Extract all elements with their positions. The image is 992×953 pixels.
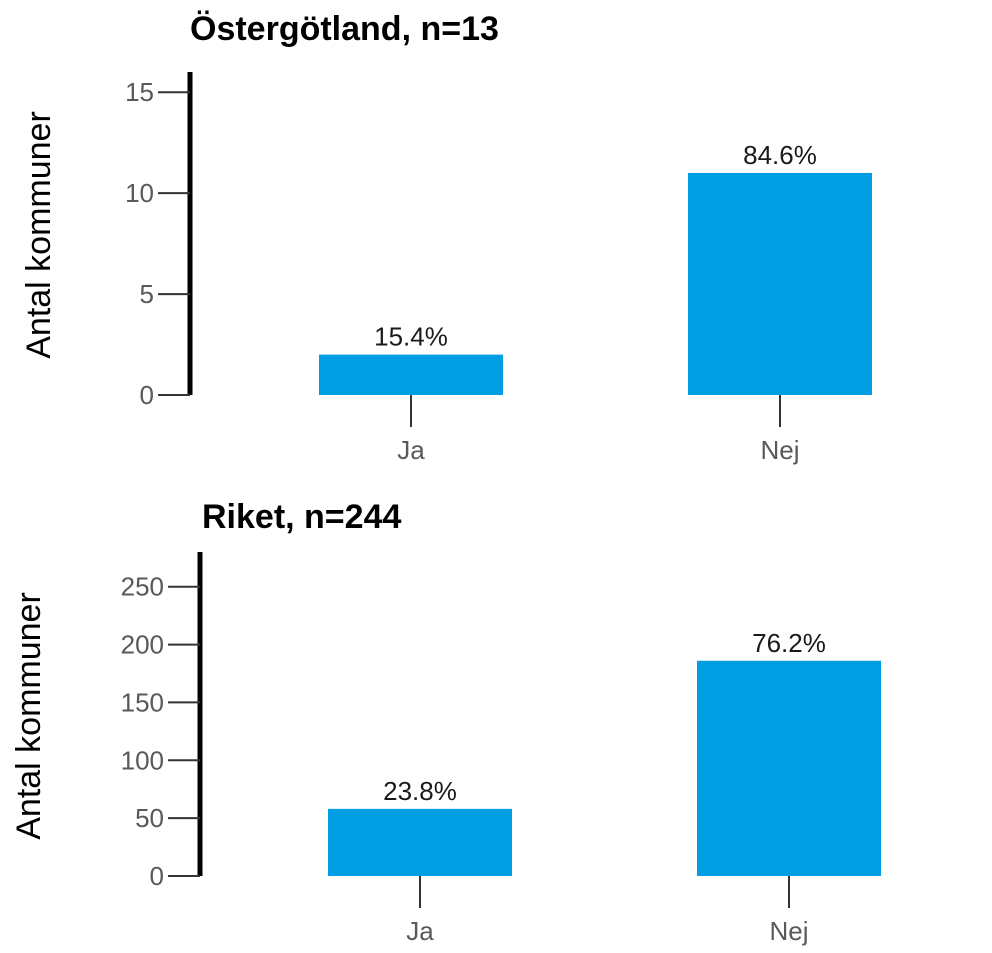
y-ticks: 0 5 10 15 — [125, 77, 190, 410]
x-tick-label: Ja — [397, 435, 425, 465]
data-label: 76.2% — [752, 628, 826, 658]
data-label: 23.8% — [383, 776, 457, 806]
bar-ja — [328, 808, 512, 876]
plot-area: Antal kommuner 0 50 100 150 200 250 23.8% Ja 76… — [10, 552, 881, 946]
y-axis-label: Antal kommuner — [10, 592, 48, 840]
data-label: 84.6% — [743, 140, 817, 170]
x-tick-label: Nej — [769, 916, 808, 946]
y-tick-label: 100 — [121, 745, 164, 775]
bars: 23.8% Ja 76.2% Nej — [328, 628, 881, 946]
x-tick-label: Nej — [760, 435, 799, 465]
chart-riket: Riket, n=244 Antal kommuner 0 50 100 150 200… — [0, 476, 992, 953]
y-tick-label: 10 — [125, 178, 154, 208]
y-tick-label: 150 — [121, 687, 164, 717]
y-ticks: 0 50 100 150 200 250 — [121, 572, 200, 891]
chart-ostergotland: Östergötland, n=13 Antal kommuner 0 5 10 15… — [0, 0, 992, 476]
x-tick-label: Ja — [406, 916, 434, 946]
y-tick-label: 50 — [135, 803, 164, 833]
y-tick-label: 15 — [125, 77, 154, 107]
y-tick-label: 250 — [121, 572, 164, 602]
bars: 15.4% Ja 84.6% Nej — [319, 140, 872, 465]
y-tick-label: 0 — [140, 380, 154, 410]
y-tick-label: 0 — [150, 861, 164, 891]
y-tick-label: 200 — [121, 630, 164, 660]
y-tick-label: 5 — [140, 279, 154, 309]
bar-nej — [697, 660, 881, 876]
bar-ja — [319, 354, 503, 395]
bar-nej — [688, 172, 872, 395]
data-label: 15.4% — [374, 322, 448, 352]
y-axis-label: Antal kommuner — [20, 111, 58, 359]
chart-title: Riket, n=244 — [202, 498, 402, 536]
plot-area: Antal kommuner 0 5 10 15 15.4% Ja 84.6% Nej — [20, 72, 872, 465]
chart-title: Östergötland, n=13 — [190, 10, 499, 48]
